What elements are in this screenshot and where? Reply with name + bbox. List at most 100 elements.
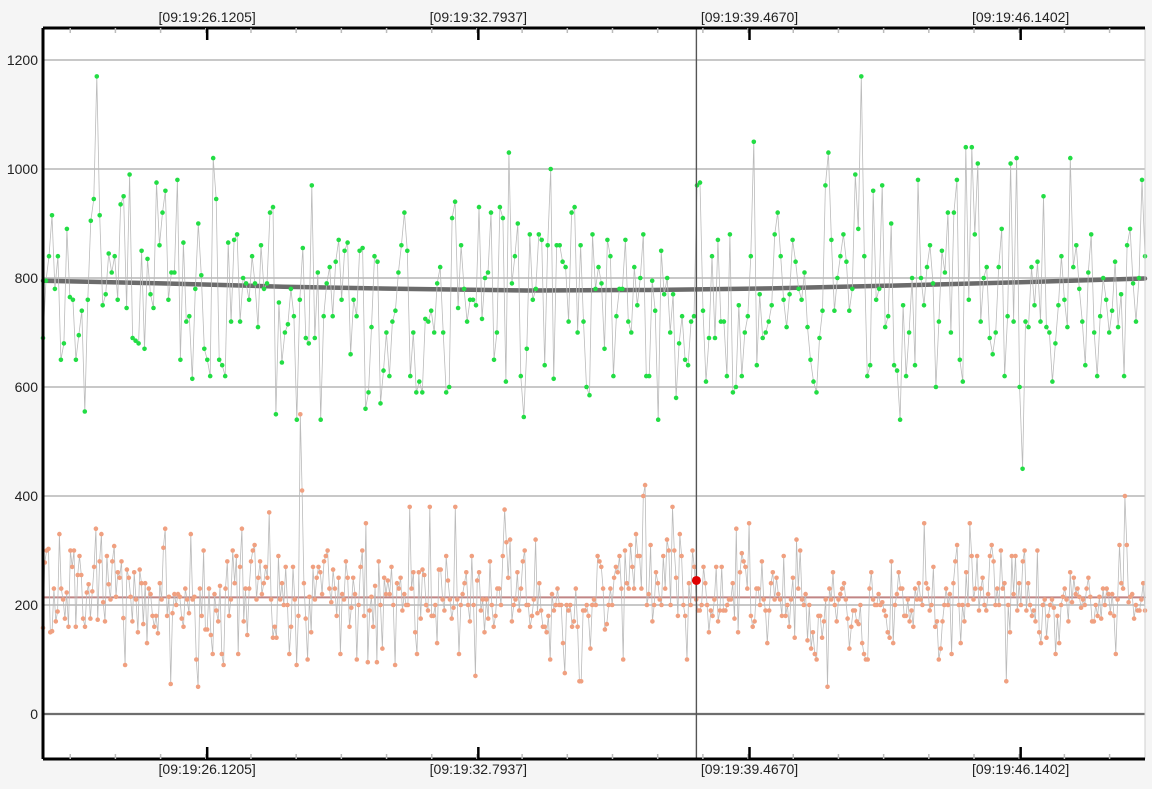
series-1-point[interactable] xyxy=(936,319,942,324)
series-2-point[interactable] xyxy=(562,670,568,676)
series-1-point[interactable] xyxy=(569,210,574,215)
series-1-point[interactable] xyxy=(838,253,843,259)
series-1-point[interactable] xyxy=(593,286,598,292)
series-1-point[interactable] xyxy=(154,180,159,185)
series-1-point[interactable] xyxy=(823,183,828,188)
series-2-point[interactable] xyxy=(916,580,922,586)
series-1-point[interactable] xyxy=(449,215,455,221)
series-1-point[interactable] xyxy=(494,330,500,335)
series-2-point[interactable] xyxy=(62,616,68,621)
series-2-point[interactable] xyxy=(440,597,445,602)
series-1-point[interactable] xyxy=(727,232,733,237)
series-2-point[interactable] xyxy=(761,597,766,602)
series-1-point[interactable] xyxy=(921,303,927,308)
series-1-point[interactable] xyxy=(363,406,368,412)
series-2-point[interactable] xyxy=(431,613,436,619)
series-2-point[interactable] xyxy=(801,602,807,608)
series-2-point[interactable] xyxy=(473,673,478,679)
series-1-point[interactable] xyxy=(139,248,144,254)
series-2-point[interactable] xyxy=(752,619,757,624)
series-2-point[interactable] xyxy=(443,553,449,559)
series-1-point[interactable] xyxy=(754,362,760,368)
series-2-point[interactable] xyxy=(757,602,763,608)
series-2-point[interactable] xyxy=(703,580,708,586)
series-2-point[interactable] xyxy=(447,597,453,602)
series-2-point[interactable] xyxy=(250,548,256,553)
series-2-point[interactable] xyxy=(84,590,90,595)
series-2-point[interactable] xyxy=(369,594,374,600)
series-2-point[interactable] xyxy=(194,657,199,662)
series-1-point[interactable] xyxy=(536,232,542,237)
series-2-point[interactable] xyxy=(921,521,927,526)
series-2-point[interactable] xyxy=(279,580,285,586)
series-2-point[interactable] xyxy=(372,583,378,589)
series-2-point[interactable] xyxy=(920,602,925,608)
series-2-point[interactable] xyxy=(360,548,365,553)
series-1-point[interactable] xyxy=(339,297,344,303)
series-1-point[interactable] xyxy=(414,390,419,395)
series-1-point[interactable] xyxy=(163,188,168,194)
series-2-point[interactable] xyxy=(99,531,104,537)
series-2-point[interactable] xyxy=(825,684,830,690)
series-2-point[interactable] xyxy=(294,662,299,668)
series-2-point[interactable] xyxy=(681,602,686,608)
series-1-point[interactable] xyxy=(315,270,321,275)
series-2-point[interactable] xyxy=(60,597,66,602)
series-1-point[interactable] xyxy=(638,275,643,281)
series-1-point[interactable] xyxy=(437,264,443,270)
series-1-point[interactable] xyxy=(730,390,736,395)
series-1-point[interactable] xyxy=(294,417,300,423)
series-1-point[interactable] xyxy=(300,245,306,251)
series-1-point[interactable] xyxy=(1032,303,1037,308)
series-2-point[interactable] xyxy=(586,613,591,619)
series-1-point[interactable] xyxy=(1023,319,1028,324)
series-2-point[interactable] xyxy=(139,580,144,586)
series-1-point[interactable] xyxy=(49,213,55,218)
series-2-point[interactable] xyxy=(411,570,416,575)
series-2-point[interactable] xyxy=(980,575,985,581)
series-1-point[interactable] xyxy=(387,373,392,379)
series-2-point[interactable] xyxy=(1069,600,1075,605)
series-2-point[interactable] xyxy=(152,624,157,630)
series-2-point[interactable] xyxy=(496,586,502,591)
series-2-point[interactable] xyxy=(544,630,549,635)
series-2-point[interactable] xyxy=(491,624,497,630)
series-2-point[interactable] xyxy=(504,540,509,545)
series-2-point[interactable] xyxy=(799,597,805,602)
series-2-point[interactable] xyxy=(266,510,272,515)
series-2-point[interactable] xyxy=(239,526,245,531)
series-2-point[interactable] xyxy=(573,586,579,591)
series-1-point[interactable] xyxy=(942,270,948,275)
series-1-point[interactable] xyxy=(261,286,267,292)
series-1-point[interactable] xyxy=(984,264,989,270)
series-1-point[interactable] xyxy=(530,297,536,303)
series-2-point[interactable] xyxy=(900,586,905,591)
series-1-point[interactable] xyxy=(853,172,858,177)
series-1-point[interactable] xyxy=(721,319,727,324)
series-1-point[interactable] xyxy=(58,357,64,363)
series-2-point[interactable] xyxy=(465,602,471,608)
series-1-point[interactable] xyxy=(951,210,957,215)
series-2-point[interactable] xyxy=(763,608,768,613)
series-2-point[interactable] xyxy=(480,597,486,602)
series-2-point[interactable] xyxy=(422,572,427,578)
series-2-point[interactable] xyxy=(664,537,670,542)
series-1-point[interactable] xyxy=(1109,308,1115,314)
series-2-point[interactable] xyxy=(522,548,527,553)
series-2-point[interactable] xyxy=(823,597,828,602)
series-1-point[interactable] xyxy=(1115,324,1121,330)
series-2-point[interactable] xyxy=(812,651,818,657)
series-1-point[interactable] xyxy=(847,308,852,314)
series-1-point[interactable] xyxy=(354,313,359,319)
series-2-point[interactable] xyxy=(905,597,911,602)
series-2-point[interactable] xyxy=(597,559,602,564)
series-2-point[interactable] xyxy=(560,640,566,646)
series-1-point[interactable] xyxy=(769,303,774,308)
series-1-point[interactable] xyxy=(321,313,327,319)
series-2-point[interactable] xyxy=(246,586,252,591)
series-2-point[interactable] xyxy=(1109,591,1115,597)
series-2-point[interactable] xyxy=(1055,613,1060,619)
series-2-point[interactable] xyxy=(734,526,739,531)
series-2-point[interactable] xyxy=(221,662,226,668)
series-1-point[interactable] xyxy=(599,281,604,286)
